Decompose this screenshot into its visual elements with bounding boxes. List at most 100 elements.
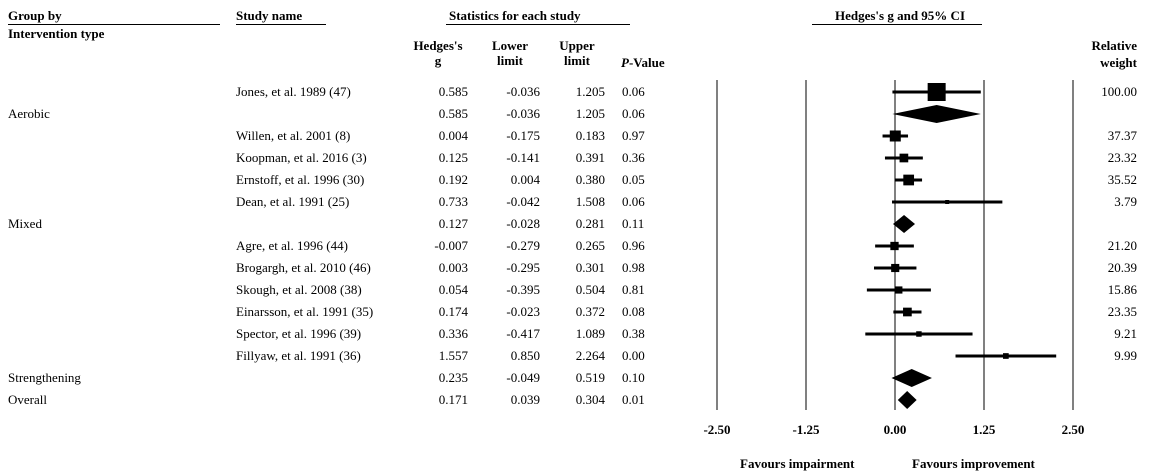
relative-weight-value: 37.37 — [1107, 128, 1137, 143]
relative-weight-value: 9.99 — [1114, 348, 1137, 363]
hedges-g-value: 1.557 — [438, 348, 468, 363]
plot-title-underline — [812, 24, 982, 25]
x-tick-label: -2.50 — [703, 422, 730, 437]
relative-weight-value: 3.79 — [1114, 194, 1137, 209]
lower-limit-value: 0.850 — [510, 348, 540, 363]
lower-limit-value: -0.036 — [506, 84, 540, 99]
hedges-g-value: 0.235 — [438, 370, 468, 385]
p-value: 0.05 — [622, 172, 645, 187]
lower-limit-value: -0.023 — [506, 304, 540, 319]
relative-weight-header-line1: Relative — [1091, 38, 1137, 53]
relative-weight-value: 100.00 — [1101, 84, 1137, 99]
group-by-header: Group by — [8, 8, 62, 23]
effect-square — [927, 83, 946, 101]
p-value: 0.06 — [622, 194, 645, 209]
p-value: 0.96 — [622, 238, 645, 253]
lower-limit-header-line2: limit — [497, 53, 523, 68]
upper-limit-value: 0.380 — [575, 172, 605, 187]
group-by-underline — [8, 24, 220, 25]
effect-square — [1003, 353, 1009, 359]
relative-weight-value: 9.21 — [1114, 326, 1137, 341]
hedges-g-value: 0.585 — [438, 84, 468, 99]
p-value: 0.06 — [622, 106, 645, 121]
p-value: 0.98 — [622, 260, 645, 275]
study-name: Einarsson, et al. 1991 (35) — [236, 304, 374, 319]
study-name-header: Study name — [236, 8, 303, 23]
study-name: Ernstoff, et al. 1996 (30) — [236, 172, 365, 187]
hedges-g-value: 0.733 — [438, 194, 468, 209]
lower-limit-value: -0.175 — [506, 128, 540, 143]
upper-limit-value: 0.265 — [575, 238, 605, 253]
p-value: 0.00 — [622, 348, 645, 363]
upper-limit-value: 0.391 — [575, 150, 605, 165]
lower-limit-value: 0.039 — [510, 392, 540, 407]
study-name: Brogargh, et al. 2010 (46) — [236, 260, 371, 275]
upper-limit-value: 0.281 — [575, 216, 605, 231]
group-label: Mixed — [8, 216, 42, 231]
upper-limit-value: 0.504 — [575, 282, 605, 297]
study-name: Willen, et al. 2001 (8) — [236, 128, 351, 143]
hedges-g-value: 0.004 — [438, 128, 468, 143]
p-value: 0.36 — [622, 150, 645, 165]
hedges-g-header-line1: Hedges's — [413, 38, 463, 53]
lower-limit-value: -0.279 — [506, 238, 540, 253]
p-value: 0.01 — [622, 392, 645, 407]
p-value-header: P-Value — [621, 55, 665, 70]
summary-diamond — [892, 105, 981, 123]
p-value: 0.11 — [622, 216, 645, 231]
x-tick-label: 0.00 — [884, 422, 907, 437]
study-name: Agre, et al. 1996 (44) — [236, 238, 348, 253]
relative-weight-value: 21.20 — [1107, 238, 1137, 253]
hedges-g-header-line2: g — [434, 53, 442, 68]
relative-weight-value: 35.52 — [1107, 172, 1137, 187]
study-name: Skough, et al. 2008 (38) — [236, 282, 362, 297]
study-name-underline — [236, 24, 326, 25]
study-name: Spector, et al. 1996 (39) — [236, 326, 362, 341]
hedges-g-value: 0.054 — [438, 282, 468, 297]
upper-limit-value: 0.519 — [575, 370, 605, 385]
hedges-g-value: 0.174 — [438, 304, 468, 319]
upper-limit-value: 1.205 — [575, 106, 605, 121]
effect-square — [899, 153, 909, 163]
effect-square — [903, 174, 915, 186]
hedges-g-value: 0.171 — [438, 392, 468, 407]
study-name: Dean, et al. 1991 (25) — [236, 194, 350, 209]
relative-weight-value: 23.35 — [1107, 304, 1137, 319]
summary-diamond — [897, 391, 917, 409]
summary-diamond — [891, 369, 932, 387]
upper-limit-value: 0.304 — [575, 392, 605, 407]
lower-limit-value: -0.036 — [506, 106, 540, 121]
favours-improvement-label: Favours improvement — [912, 456, 1035, 471]
lower-limit-value: -0.042 — [506, 194, 540, 209]
effect-square — [945, 200, 950, 204]
upper-limit-header-line1: Upper — [559, 38, 595, 53]
lower-limit-value: -0.028 — [506, 216, 540, 231]
hedges-g-value: 0.585 — [438, 106, 468, 121]
upper-limit-value: 1.205 — [575, 84, 605, 99]
effect-square — [903, 307, 912, 317]
relative-weight-value: 20.39 — [1107, 260, 1137, 275]
relative-weight-value: 23.32 — [1107, 150, 1137, 165]
study-name: Jones, et al. 1989 (47) — [236, 84, 351, 99]
upper-limit-value: 0.372 — [575, 304, 605, 319]
lower-limit-value: 0.004 — [510, 172, 540, 187]
lower-limit-value: -0.417 — [506, 326, 540, 341]
lower-limit-value: -0.295 — [506, 260, 540, 275]
study-name: Koopman, et al. 2016 (3) — [236, 150, 367, 165]
p-value: 0.81 — [622, 282, 645, 297]
x-tick-label: 1.25 — [973, 422, 996, 437]
hedges-g-value: 0.127 — [438, 216, 468, 231]
p-value: 0.08 — [622, 304, 645, 319]
upper-limit-value: 1.508 — [575, 194, 605, 209]
p-value: 0.06 — [622, 84, 645, 99]
lower-limit-header-line1: Lower — [491, 38, 529, 53]
hedges-g-value: 0.336 — [438, 326, 468, 341]
statistics-header: Statistics for each study — [449, 8, 581, 23]
plot-title: Hedges's g and 95% CI — [834, 8, 966, 23]
favours-impairment-label: Favours impairment — [740, 456, 855, 471]
x-tick-label: 2.50 — [1062, 422, 1085, 437]
upper-limit-value: 0.183 — [575, 128, 605, 143]
upper-limit-value: 1.089 — [575, 326, 605, 341]
